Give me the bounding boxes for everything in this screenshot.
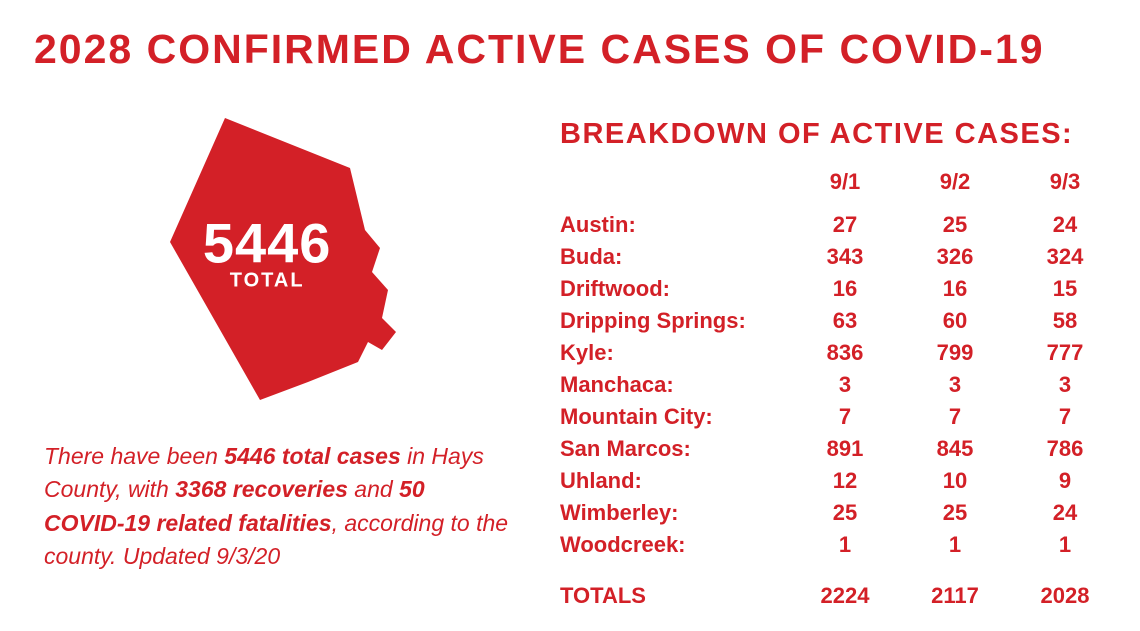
table-row: Austin:272524 [560, 209, 1120, 241]
county-shape: 5446 TOTAL [110, 110, 450, 410]
value-cell: 24 [1010, 209, 1120, 241]
value-cell: 326 [900, 241, 1010, 273]
value-cell: 1 [900, 529, 1010, 561]
table-row: Uhland:12109 [560, 465, 1120, 497]
value-cell: 3 [1010, 369, 1120, 401]
col-date-0: 9/1 [790, 169, 900, 209]
city-cell: Dripping Springs: [560, 305, 790, 337]
value-cell: 836 [790, 337, 900, 369]
value-cell: 845 [900, 433, 1010, 465]
table-row: Manchaca:333 [560, 369, 1120, 401]
value-cell: 3 [790, 369, 900, 401]
col-date-2: 9/3 [1010, 169, 1120, 209]
table-row: Kyle:836799777 [560, 337, 1120, 369]
value-cell: 799 [900, 337, 1010, 369]
city-cell: Manchaca: [560, 369, 790, 401]
city-cell: Buda: [560, 241, 790, 273]
value-cell: 25 [790, 497, 900, 529]
value-cell: 891 [790, 433, 900, 465]
summary-b2: 3368 recoveries [175, 476, 348, 502]
table-row: Buda:343326324 [560, 241, 1120, 273]
value-cell: 343 [790, 241, 900, 273]
summary-text: There have been 5446 total cases in Hays… [40, 440, 520, 573]
value-cell: 7 [1010, 401, 1120, 433]
shape-label: 5446 TOTAL [203, 216, 332, 293]
city-cell: Driftwood: [560, 273, 790, 305]
right-column: BREAKDOWN OF ACTIVE CASES: 9/1 9/2 9/3 A… [560, 118, 1120, 612]
value-cell: 16 [900, 273, 1010, 305]
value-cell: 27 [790, 209, 900, 241]
value-cell: 58 [1010, 305, 1120, 337]
table-row: Woodcreek:111 [560, 529, 1120, 561]
totals-value: 2028 [1010, 561, 1120, 612]
value-cell: 25 [900, 209, 1010, 241]
totals-label: TOTALS [560, 561, 790, 612]
breakdown-table: 9/1 9/2 9/3 Austin:272524Buda:343326324D… [560, 169, 1120, 612]
value-cell: 7 [790, 401, 900, 433]
city-cell: Kyle: [560, 337, 790, 369]
city-cell: Austin: [560, 209, 790, 241]
table-header-row: 9/1 9/2 9/3 [560, 169, 1120, 209]
value-cell: 777 [1010, 337, 1120, 369]
headline: 2028 CONFIRMED ACTIVE CASES OF COVID-19 [34, 26, 1106, 73]
col-date-1: 9/2 [900, 169, 1010, 209]
value-cell: 24 [1010, 497, 1120, 529]
table-row: Driftwood:161615 [560, 273, 1120, 305]
city-cell: Woodcreek: [560, 529, 790, 561]
value-cell: 60 [900, 305, 1010, 337]
city-cell: Uhland: [560, 465, 790, 497]
summary-t1: There have been [44, 443, 224, 469]
city-cell: San Marcos: [560, 433, 790, 465]
value-cell: 1 [790, 529, 900, 561]
totals-value: 2224 [790, 561, 900, 612]
totals-row: TOTALS222421172028 [560, 561, 1120, 612]
value-cell: 9 [1010, 465, 1120, 497]
value-cell: 12 [790, 465, 900, 497]
value-cell: 1 [1010, 529, 1120, 561]
city-cell: Mountain City: [560, 401, 790, 433]
value-cell: 25 [900, 497, 1010, 529]
value-cell: 7 [900, 401, 1010, 433]
value-cell: 324 [1010, 241, 1120, 273]
totals-value: 2117 [900, 561, 1010, 612]
value-cell: 16 [790, 273, 900, 305]
value-cell: 786 [1010, 433, 1120, 465]
value-cell: 10 [900, 465, 1010, 497]
value-cell: 3 [900, 369, 1010, 401]
table-row: Wimberley:252524 [560, 497, 1120, 529]
table-row: Dripping Springs:636058 [560, 305, 1120, 337]
table-row: Mountain City:777 [560, 401, 1120, 433]
value-cell: 15 [1010, 273, 1120, 305]
total-number: 5446 [203, 216, 332, 272]
table-row: San Marcos:891845786 [560, 433, 1120, 465]
breakdown-title: BREAKDOWN OF ACTIVE CASES: [560, 118, 1120, 151]
value-cell: 63 [790, 305, 900, 337]
summary-b1: 5446 total cases [224, 443, 400, 469]
left-column: 5446 TOTAL There have been 5446 total ca… [40, 110, 520, 573]
city-cell: Wimberley: [560, 497, 790, 529]
summary-t3: and [348, 476, 399, 502]
